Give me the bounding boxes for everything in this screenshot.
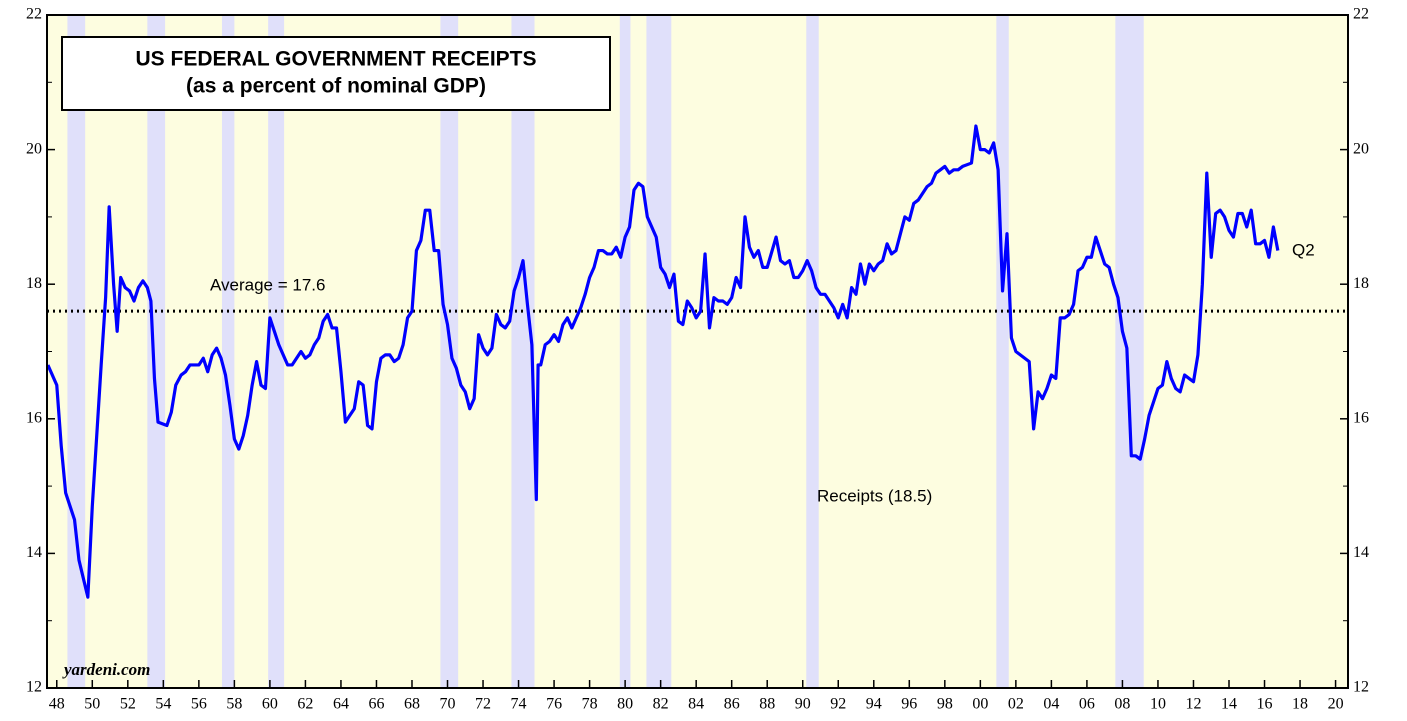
x-tick-label: 92 [830, 696, 846, 713]
y2-tick-label: 16 [1353, 409, 1369, 426]
plot-background [47, 15, 1348, 688]
x-tick-label: 80 [617, 696, 633, 713]
x-tick-label: 74 [511, 696, 527, 713]
recession-band [1115, 15, 1144, 688]
last-label: Q2 [1292, 240, 1315, 259]
x-tick-label: 60 [262, 696, 278, 713]
recession-band [619, 15, 631, 688]
chart-title: US FEDERAL GOVERNMENT RECEIPTS [136, 48, 537, 71]
recession-band [440, 15, 459, 688]
y-tick-label: 14 [26, 544, 42, 561]
chart-subtitle: (as a percent of nominal GDP) [186, 75, 486, 98]
recession-band [67, 15, 86, 688]
plot-area: 12 14 16 18 20 22 12 14 16 18 20 22 48 50 52 54 56 58 60 62… [26, 6, 1369, 713]
x-tick-label: 04 [1043, 696, 1059, 713]
x-tick-label: 94 [866, 696, 882, 713]
y-tick-label: 20 [26, 140, 42, 157]
x-tick-label: 02 [1008, 696, 1024, 713]
x-tick-label: 70 [440, 696, 456, 713]
x-tick-label: 62 [297, 696, 313, 713]
y2-tick-label: 12 [1353, 679, 1369, 696]
recession-band [268, 15, 285, 688]
y2-tick-label: 14 [1353, 544, 1369, 561]
source-label: yardeni.com [62, 660, 150, 679]
x-tick-label: 90 [795, 696, 811, 713]
x-tick-label: 96 [901, 696, 917, 713]
y-tick-label: 18 [26, 275, 42, 292]
plot-frame [46, 14, 1349, 689]
x-tick-label: 78 [582, 696, 598, 713]
x-tick-label: 06 [1079, 696, 1095, 713]
x-tick-label: 20 [1328, 696, 1344, 713]
title-box [61, 36, 611, 111]
y2-tick-label: 18 [1353, 275, 1369, 292]
recession-band [806, 15, 819, 688]
x-tick-label: 08 [1114, 696, 1130, 713]
x-tick-label: 84 [688, 696, 704, 713]
x-tick-label: 14 [1221, 696, 1237, 713]
recession-band [221, 15, 235, 688]
series-label: Receipts (18.5) [817, 486, 932, 505]
y-tick-label: 12 [26, 679, 42, 696]
x-tick-label: 76 [546, 696, 562, 713]
x-tick-label: 72 [475, 696, 491, 713]
x-tick-label: 86 [724, 696, 740, 713]
x-tick-label: 10 [1150, 696, 1166, 713]
recession-band [996, 15, 1009, 688]
y-tick-label: 22 [26, 6, 42, 23]
x-tick-label: 64 [333, 696, 349, 713]
x-tick-label: 58 [226, 696, 242, 713]
x-tick-label: 88 [759, 696, 775, 713]
average-label: Average = 17.6 [210, 275, 325, 294]
recession-band [646, 15, 672, 688]
x-tick-label: 68 [404, 696, 420, 713]
x-tick-label: 98 [937, 696, 953, 713]
recession-band [511, 15, 535, 688]
x-tick-label: 56 [191, 696, 207, 713]
x-tick-label: 52 [120, 696, 136, 713]
y-tick-label: 16 [26, 409, 42, 426]
y2-tick-label: 20 [1353, 140, 1369, 157]
y2-tick-label: 22 [1353, 6, 1369, 23]
x-tick-label: 48 [49, 696, 65, 713]
x-tick-label: 18 [1292, 696, 1308, 713]
x-tick-label: 12 [1185, 696, 1201, 713]
receipts-line [46, 124, 1280, 599]
x-tick-label: 66 [368, 696, 384, 713]
x-tick-label: 50 [84, 696, 100, 713]
recession-band [147, 15, 166, 688]
x-tick-label: 54 [155, 696, 171, 713]
x-tick-label: 16 [1257, 696, 1273, 713]
x-tick-label: 00 [972, 696, 988, 713]
x-tick-label: 82 [653, 696, 669, 713]
